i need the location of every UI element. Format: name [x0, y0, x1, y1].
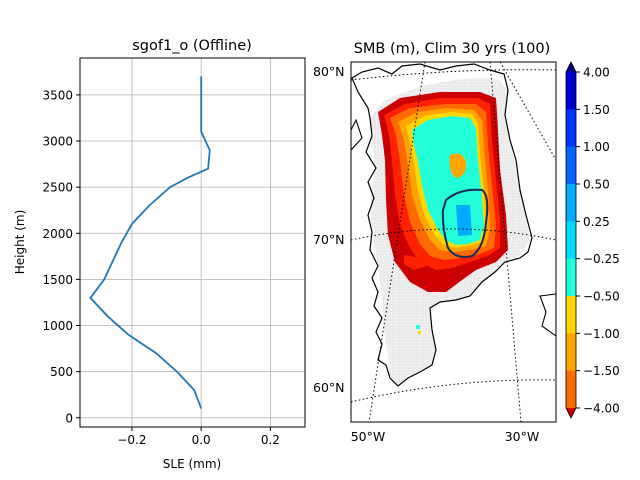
colorbar-extend-max: [566, 62, 576, 72]
colorbar-tick-label: 0.50: [583, 178, 610, 192]
sle-plot-xlabel: SLE (mm): [163, 457, 221, 471]
colorbar-tick-label: 0.25: [583, 215, 610, 229]
coastline-greenland: [351, 63, 533, 387]
map-frame: [350, 61, 557, 423]
sle-plot-frame: [79, 57, 306, 428]
coastline-canada: [351, 118, 363, 151]
smb-speck: [418, 331, 421, 334]
x-tick-label: 0.2: [261, 433, 280, 447]
y-tick-label: 500: [50, 365, 73, 379]
colorbar-tick-label: −1.00: [583, 327, 620, 341]
lat-label: 70°N: [313, 232, 345, 247]
smb-fields: [378, 92, 508, 334]
colorbar-segment: [566, 296, 576, 334]
y-tick-label: 3500: [42, 88, 73, 102]
sle-series-line: [89, 76, 211, 409]
sle-plot-ylabel: Height (m): [13, 210, 27, 275]
sle-series-line-group: [89, 76, 211, 409]
sle-height-plot: sgof1_o (Offline) −0.2 0.0 0.2 0 500 1000 150…: [13, 38, 306, 471]
y-tick-label: 2000: [42, 227, 73, 241]
colorbar-segment: [566, 333, 576, 372]
colorbar-segment: [566, 221, 576, 260]
sle-plot-yticks: 0 500 1000 1500 2000 2500 3000 3500: [42, 88, 80, 425]
lat-label: 80°N: [313, 64, 345, 79]
coastline-iceland: [539, 293, 556, 337]
lon-label: 50°W: [351, 429, 386, 444]
colorbar-tick-label: 1.00: [583, 140, 610, 154]
colorbar-segment: [566, 109, 576, 148]
colorbar-tick-label: −0.50: [583, 290, 620, 304]
colorbar-segment: [566, 370, 576, 409]
y-tick-label: 1000: [42, 319, 73, 333]
smb-map-title: SMB (m), Clim 30 yrs (100): [354, 41, 551, 57]
colorbar-segment: [566, 184, 576, 222]
smb-colorbar-ticks: 4.00 1.50 1.00 0.50 0.25 −0.25 −0.50 −1.00 −1.50…: [576, 66, 620, 416]
smb-patch-positive: [456, 205, 472, 236]
sle-plot-grid: [80, 58, 305, 427]
smb-map: SMB (m), Clim 30 yrs (100): [313, 41, 620, 444]
smb-patch-interior: [449, 153, 467, 178]
smb-speck: [416, 325, 420, 329]
colorbar-tick-label: 4.00: [583, 66, 610, 80]
colorbar-segment: [566, 258, 576, 297]
colorbar-tick-label: −0.25: [583, 252, 620, 266]
colorbar-tick-label: −1.50: [583, 364, 620, 378]
smb-colorbar: [565, 61, 577, 419]
colorbar-tick-label: 1.50: [583, 103, 610, 117]
sle-plot-xticks: −0.2 0.0 0.2: [117, 427, 280, 447]
colorbar-extend-min: [566, 408, 576, 418]
smb-patch-south: [404, 255, 426, 270]
y-tick-label: 0: [65, 411, 73, 425]
colorbar-segment: [566, 146, 576, 185]
x-tick-label: −0.2: [117, 433, 146, 447]
sle-plot-title: sgof1_o (Offline): [132, 38, 252, 54]
lon-label: 30°W: [505, 429, 540, 444]
lat-label: 60°N: [313, 380, 345, 395]
y-tick-label: 1500: [42, 273, 73, 287]
colorbar-segment: [566, 72, 576, 110]
y-tick-label: 3000: [42, 135, 73, 149]
map-graticule: [351, 62, 556, 422]
colorbar-tick-label: −4.00: [583, 402, 620, 416]
y-tick-label: 2500: [42, 181, 73, 195]
smb-zero-contour: [441, 188, 489, 258]
x-tick-label: 0.0: [192, 433, 211, 447]
